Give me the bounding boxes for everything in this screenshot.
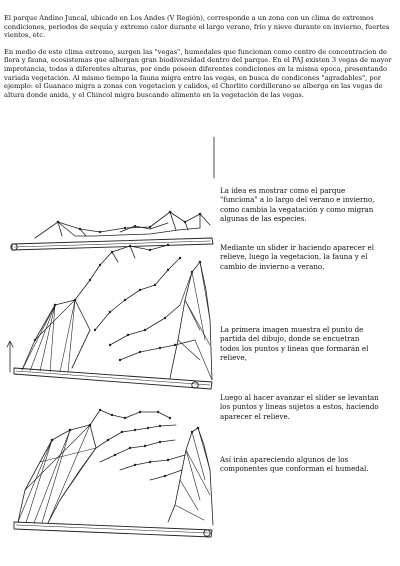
sketch-flat xyxy=(10,210,214,251)
intro-paragraph-1: El parque Andino Juncal, ubicado en Los … xyxy=(4,14,390,40)
side-text-slider: Mediante un slider ir haciendo aparecer … xyxy=(220,243,374,271)
intro-paragraph-2: En medio de este clima extremo, surgen l… xyxy=(4,47,392,99)
slider-bar-3 xyxy=(13,521,213,538)
slider-bar-1 xyxy=(11,237,214,251)
slider-bar-2 xyxy=(13,367,213,390)
sketch-relief xyxy=(13,408,214,538)
side-text-idea: La idea es mostrar como el parque "funci… xyxy=(220,186,375,224)
intro-text: El parque Andino Juncal, ubicado en Los … xyxy=(4,14,396,107)
sketch-rising xyxy=(6,243,213,390)
side-text-components: Así irán apareciendo algunos de los comp… xyxy=(220,455,369,474)
side-text-first-image: La primera imagen muestra el punto de pa… xyxy=(220,325,369,363)
side-text-advance: Luego al hacer avanzar el slider se leva… xyxy=(220,393,379,421)
